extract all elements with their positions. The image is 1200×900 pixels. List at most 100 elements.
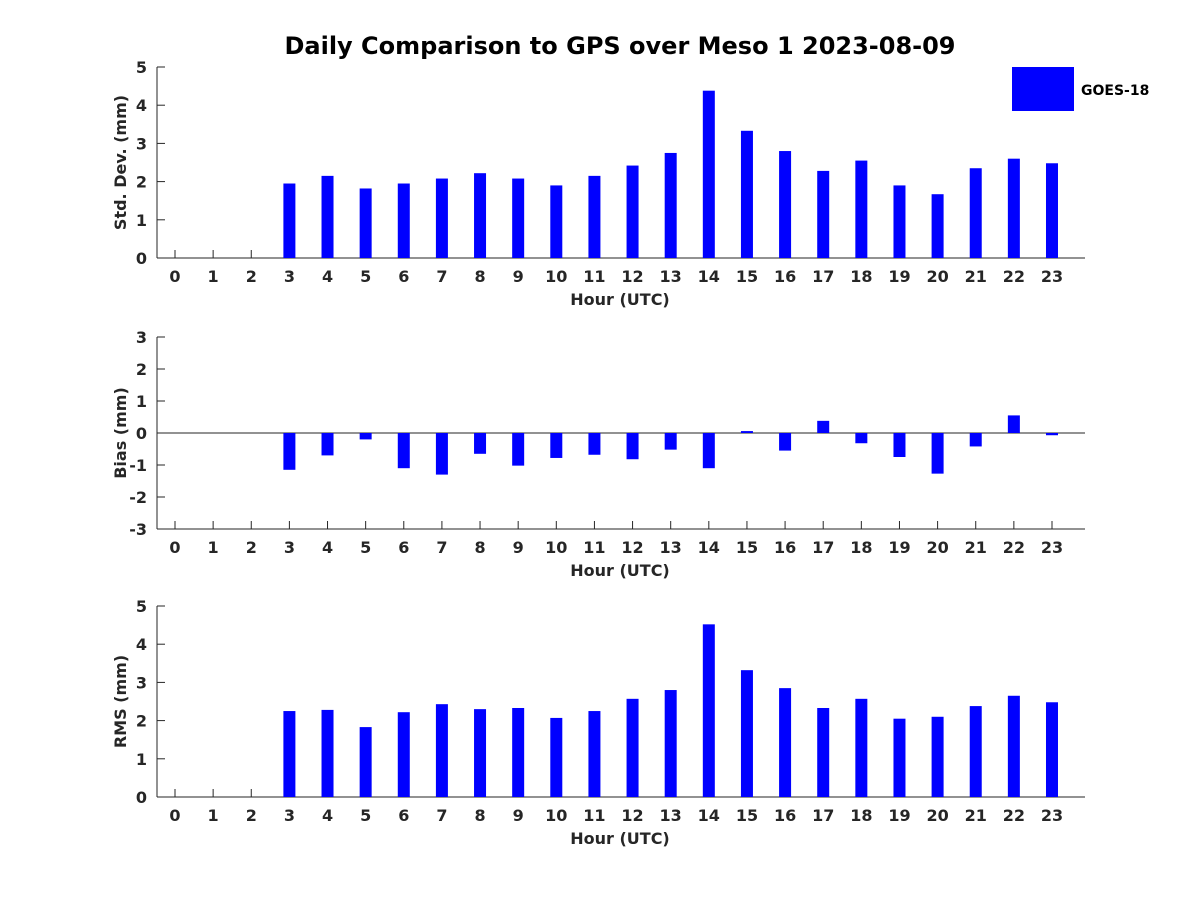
x-tick-label: 7 xyxy=(436,806,447,825)
bar-std-hour-19 xyxy=(893,185,906,258)
x-tick-label: 9 xyxy=(513,806,524,825)
x-tick-label: 10 xyxy=(545,806,567,825)
bar-rms-hour-12 xyxy=(626,698,639,797)
bar-bias-hour-22 xyxy=(1007,415,1020,433)
y-tick-label: -1 xyxy=(129,456,147,475)
x-axis-label: Hour (UTC) xyxy=(570,561,670,580)
x-tick-label: 14 xyxy=(698,806,720,825)
x-tick-label: 1 xyxy=(208,267,219,286)
bar-rms-hour-4 xyxy=(321,709,334,797)
bar-bias-hour-12 xyxy=(626,433,639,460)
x-tick-label: 19 xyxy=(888,267,910,286)
x-tick-label: 23 xyxy=(1041,806,1063,825)
x-tick-label: 11 xyxy=(583,267,605,286)
bar-std-hour-14 xyxy=(702,90,715,259)
bar-bias-hour-7 xyxy=(435,433,448,475)
x-tick-label: 23 xyxy=(1041,538,1063,557)
y-tick-label: 1 xyxy=(136,211,147,230)
bar-bias-hour-20 xyxy=(931,433,944,474)
bar-std-hour-22 xyxy=(1007,158,1020,258)
x-tick-label: 22 xyxy=(1003,538,1025,557)
x-tick-label: 3 xyxy=(284,538,295,557)
x-tick-label: 15 xyxy=(736,538,758,557)
y-tick-label: 5 xyxy=(136,58,147,77)
bar-bias-hour-14 xyxy=(702,433,715,469)
x-tick-label: 16 xyxy=(774,806,796,825)
x-tick-label: 8 xyxy=(474,267,485,286)
x-tick-label: 15 xyxy=(736,806,758,825)
x-tick-label: 0 xyxy=(169,267,180,286)
x-tick-label: 14 xyxy=(698,267,720,286)
bar-rms-hour-23 xyxy=(1045,702,1058,797)
x-tick-label: 4 xyxy=(322,806,333,825)
y-tick-label: 5 xyxy=(136,597,147,616)
bar-std-hour-11 xyxy=(588,175,601,258)
bar-bias-hour-8 xyxy=(474,433,487,454)
x-tick-label: 2 xyxy=(246,806,257,825)
bar-rms-hour-7 xyxy=(435,704,448,797)
bar-bias-hour-19 xyxy=(893,433,906,457)
y-tick-label: -3 xyxy=(129,520,147,539)
y-tick-label: 2 xyxy=(136,712,147,731)
y-tick-label: 1 xyxy=(136,750,147,769)
x-tick-label: 6 xyxy=(398,538,409,557)
x-tick-label: 17 xyxy=(812,538,834,557)
bar-bias-hour-5 xyxy=(359,433,372,440)
bar-std-hour-10 xyxy=(550,185,563,258)
bar-rms-hour-16 xyxy=(779,688,792,797)
y-axis-label: RMS (mm) xyxy=(111,655,130,748)
x-tick-label: 3 xyxy=(284,267,295,286)
x-tick-label: 19 xyxy=(888,806,910,825)
bar-std-hour-12 xyxy=(626,165,639,258)
x-tick-label: 4 xyxy=(322,267,333,286)
y-tick-label: 2 xyxy=(136,360,147,379)
bar-std-hour-7 xyxy=(435,178,448,258)
x-tick-label: 9 xyxy=(513,538,524,557)
x-tick-label: 5 xyxy=(360,267,371,286)
x-tick-label: 7 xyxy=(436,538,447,557)
bar-std-hour-23 xyxy=(1045,163,1058,258)
bar-std-hour-6 xyxy=(397,183,410,258)
y-tick-label: 1 xyxy=(136,392,147,411)
bar-rms-hour-8 xyxy=(474,709,487,797)
bar-std-hour-5 xyxy=(359,188,372,258)
x-axis-label: Hour (UTC) xyxy=(570,829,670,848)
bar-bias-hour-11 xyxy=(588,433,601,455)
bar-std-hour-3 xyxy=(283,183,296,258)
bar-bias-hour-4 xyxy=(321,433,334,456)
y-tick-label: 2 xyxy=(136,173,147,192)
x-tick-label: 12 xyxy=(621,267,643,286)
bar-bias-hour-6 xyxy=(397,433,410,469)
x-tick-label: 21 xyxy=(965,806,987,825)
x-tick-label: 2 xyxy=(246,538,257,557)
bar-rms-hour-22 xyxy=(1007,695,1020,797)
x-tick-label: 22 xyxy=(1003,267,1025,286)
x-tick-label: 20 xyxy=(926,806,948,825)
bar-bias-hour-16 xyxy=(779,433,792,451)
x-tick-label: 4 xyxy=(322,538,333,557)
bar-bias-hour-13 xyxy=(664,433,677,450)
bar-rms-hour-15 xyxy=(740,670,753,797)
x-tick-label: 21 xyxy=(965,538,987,557)
x-tick-label: 13 xyxy=(660,806,682,825)
x-tick-label: 9 xyxy=(513,267,524,286)
x-tick-label: 17 xyxy=(812,806,834,825)
bar-std-hour-4 xyxy=(321,175,334,258)
x-tick-label: 13 xyxy=(660,267,682,286)
x-tick-label: 21 xyxy=(965,267,987,286)
y-tick-label: 3 xyxy=(136,328,147,347)
x-tick-label: 18 xyxy=(850,806,872,825)
bar-rms-hour-14 xyxy=(702,624,715,797)
x-tick-label: 18 xyxy=(850,538,872,557)
x-tick-label: 11 xyxy=(583,538,605,557)
bar-std-hour-17 xyxy=(817,170,830,258)
y-tick-label: 4 xyxy=(136,96,147,115)
x-tick-label: 5 xyxy=(360,806,371,825)
x-tick-label: 6 xyxy=(398,267,409,286)
bar-bias-hour-21 xyxy=(969,433,982,447)
bar-bias-hour-15 xyxy=(740,431,753,433)
bar-std-hour-9 xyxy=(512,178,525,258)
bar-rms-hour-6 xyxy=(397,712,410,797)
bar-rms-hour-18 xyxy=(855,698,868,797)
